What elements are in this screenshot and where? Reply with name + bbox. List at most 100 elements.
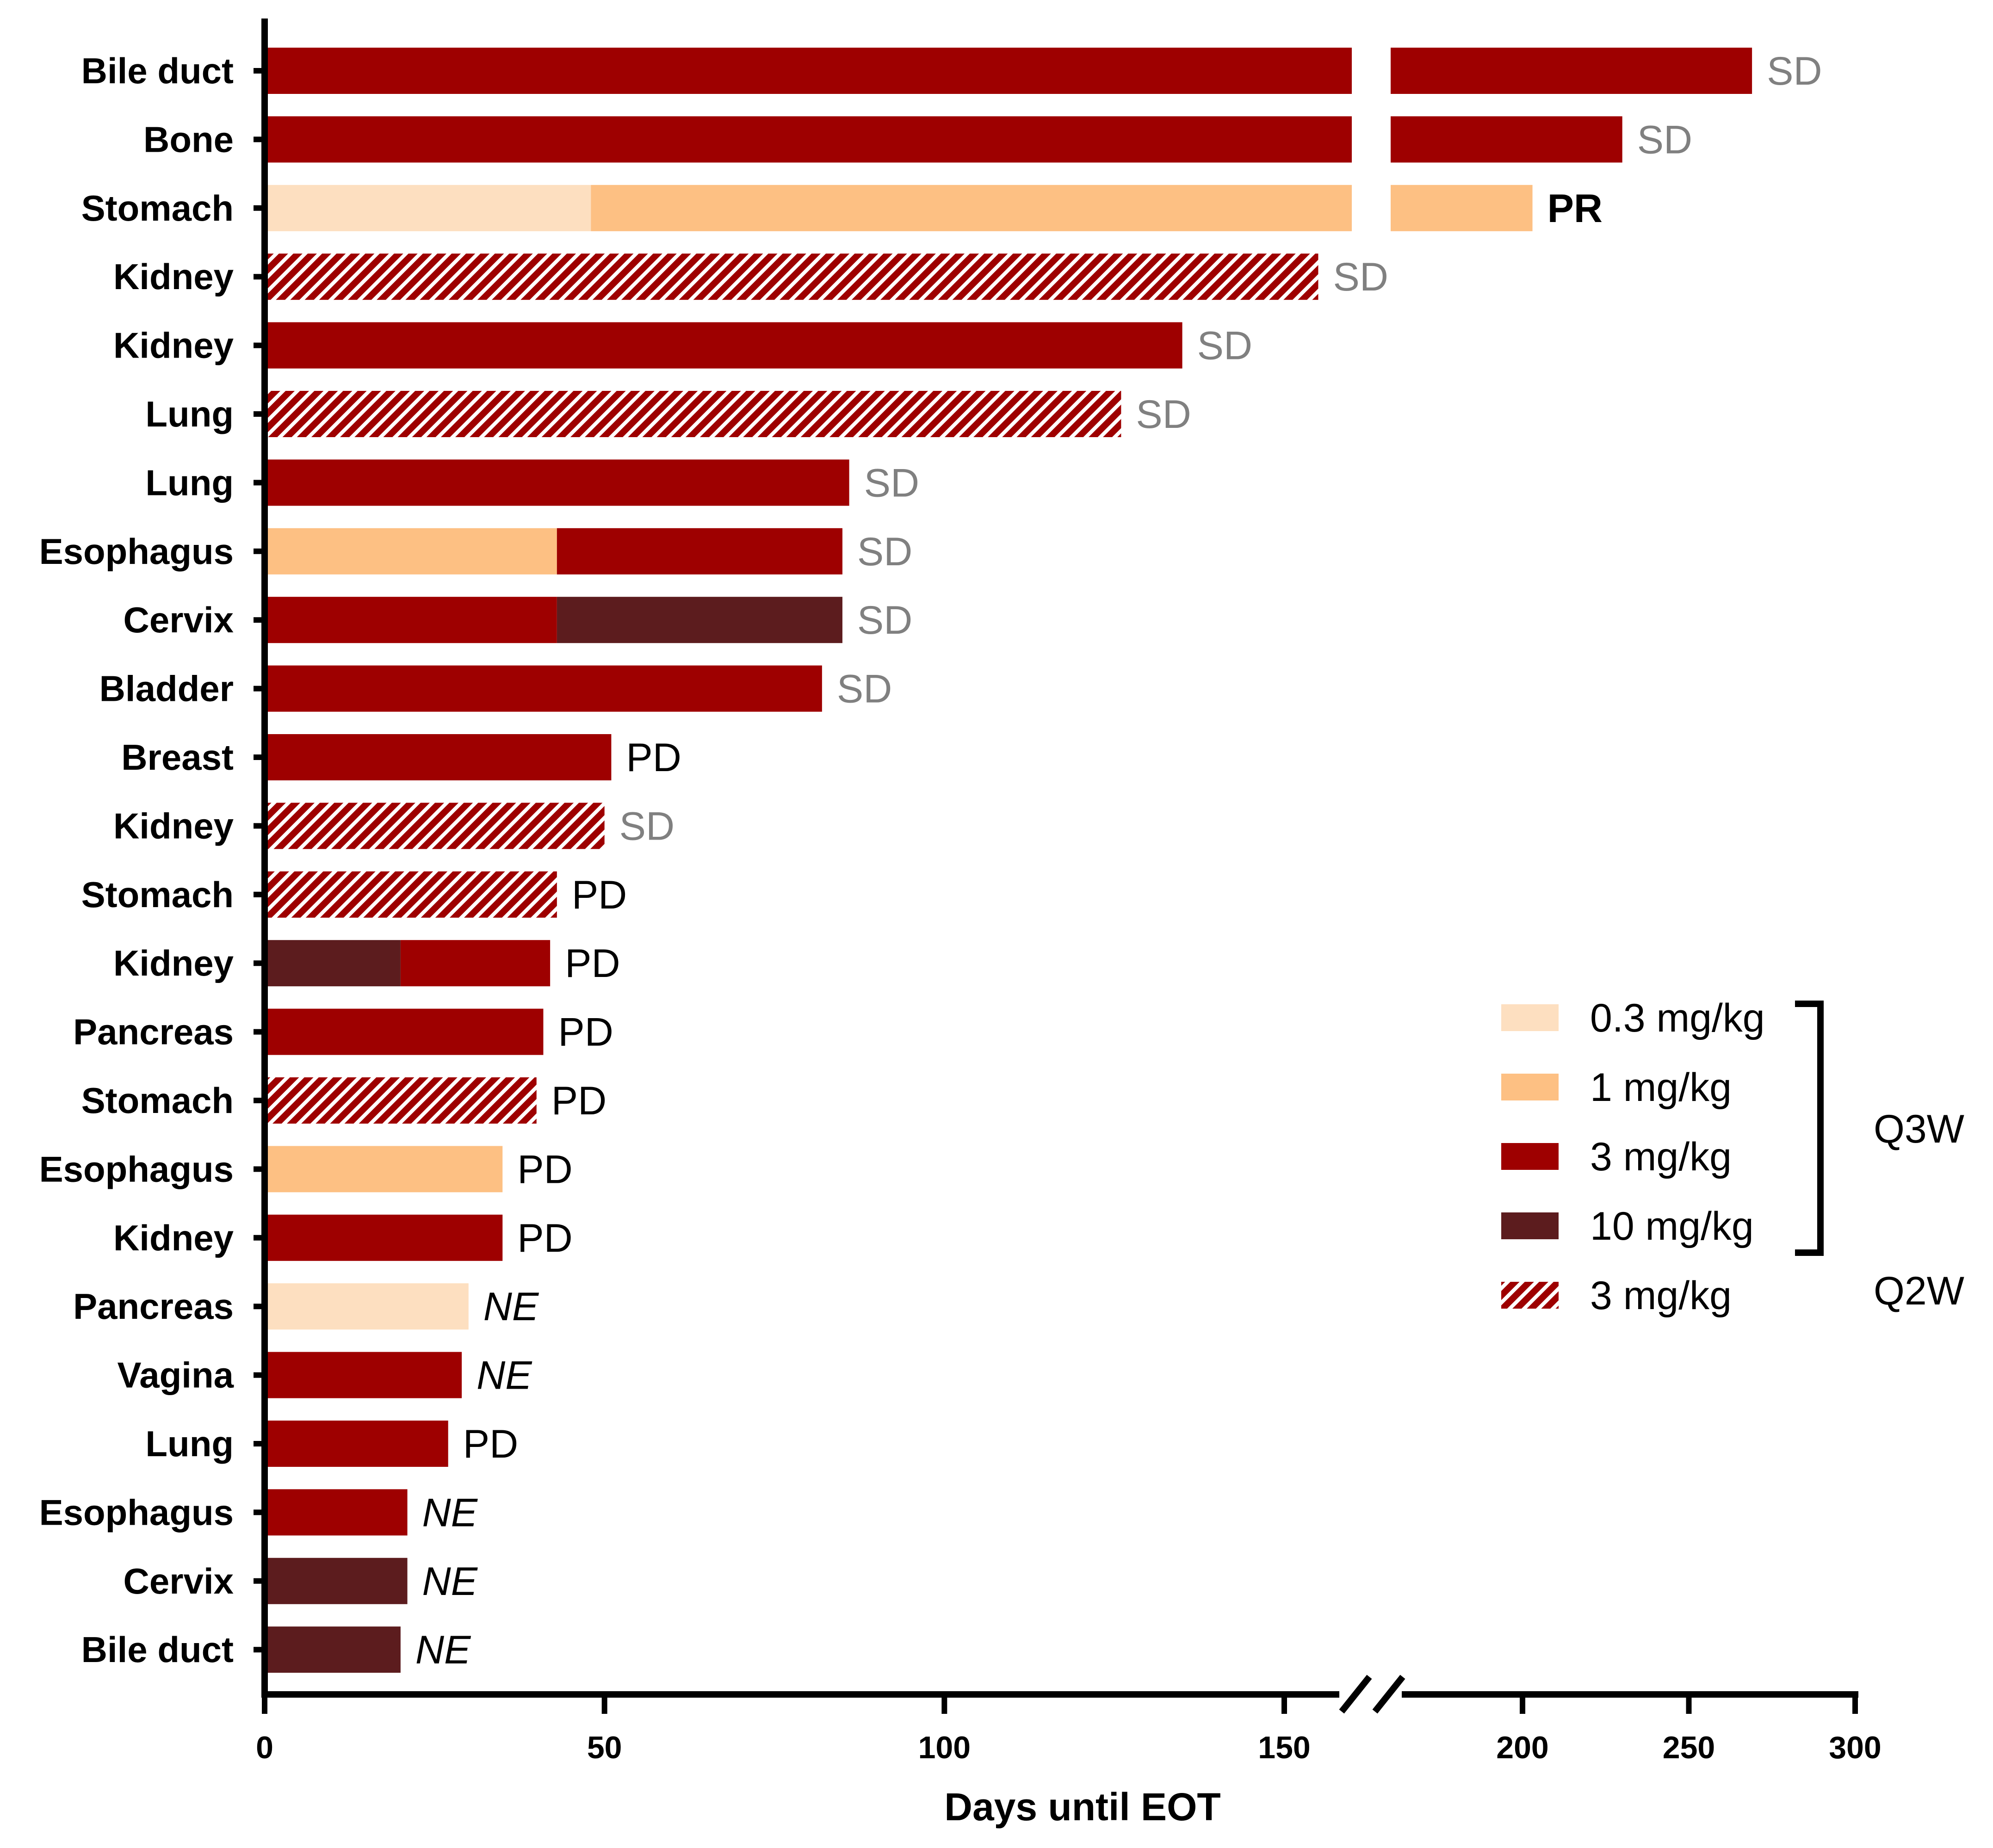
bar-segment — [557, 597, 842, 643]
response-label: PR — [1547, 186, 1603, 231]
response-label: SD — [619, 804, 675, 848]
bar-segment — [265, 1558, 408, 1604]
category-label: Lung — [145, 462, 234, 503]
response-label: PD — [572, 873, 627, 917]
legend-label: 3 mg/kg — [1590, 1273, 1732, 1318]
axis-break-mark — [1339, 1675, 1372, 1714]
legend-swatch — [1501, 1282, 1559, 1309]
bar-segment — [265, 1283, 469, 1330]
x-tick-label: 150 — [1258, 1730, 1310, 1765]
response-label: SD — [837, 667, 892, 711]
response-label: SD — [857, 598, 912, 643]
legend-label: 3 mg/kg — [1590, 1135, 1732, 1179]
bar-segment — [265, 528, 557, 575]
legend: 0.3 mg/kg 1 mg/kg 3 mg/kg 10 mg/kg 3 mg/kg Q3… — [1501, 996, 1964, 1318]
category-label: Bladder — [99, 668, 234, 709]
bar-segment — [591, 185, 1352, 231]
category-label: Pancreas — [73, 1012, 234, 1052]
bar-segment — [265, 1077, 537, 1124]
response-label: NE — [422, 1490, 478, 1535]
category-label: Kidney — [113, 1218, 234, 1258]
legend-group-label: Q2W — [1874, 1269, 1964, 1313]
response-label: PD — [565, 941, 620, 986]
category-label: Bone — [143, 119, 234, 160]
bar-segment — [1391, 116, 1622, 163]
bar-segment — [265, 1008, 544, 1055]
bar-segment — [265, 1214, 503, 1261]
x-tick-label: 250 — [1663, 1730, 1715, 1765]
category-label: Cervix — [124, 1561, 234, 1601]
legend-swatch — [1501, 1143, 1559, 1170]
category-label: Lung — [145, 1423, 234, 1464]
bars-layer: Bile duct SD Bone SD Stomach PR Kidney SD Kidney… — [39, 48, 1822, 1673]
category-label: Esophagus — [39, 531, 234, 572]
response-label: PD — [517, 1216, 572, 1261]
category-label: Kidney — [113, 256, 234, 297]
bar-segment — [265, 871, 557, 918]
bar-segment — [265, 48, 1352, 94]
axis-break-mark — [1372, 1675, 1405, 1714]
bar-segment — [265, 459, 849, 506]
x-tick-label: 100 — [918, 1730, 971, 1765]
axes-layer: 0 50 100 150 200 250 300 Days until EOT — [254, 19, 1882, 1829]
bar-segment — [265, 803, 605, 849]
response-label: PD — [551, 1079, 607, 1123]
bar-segment — [265, 734, 612, 780]
category-label: Bile duct — [81, 50, 234, 91]
response-label: NE — [422, 1559, 478, 1604]
bar-segment — [1391, 185, 1533, 231]
category-label: Esophagus — [39, 1492, 234, 1533]
bar-segment — [1391, 48, 1752, 94]
response-label: SD — [1333, 255, 1388, 299]
category-label: Bile duct — [81, 1629, 234, 1670]
response-label: SD — [1136, 392, 1191, 437]
response-label: NE — [483, 1285, 539, 1329]
x-axis-title: Days until EOT — [944, 1785, 1220, 1829]
category-label: Vagina — [118, 1355, 234, 1396]
legend-label: 0.3 mg/kg — [1590, 996, 1765, 1040]
response-label: PD — [626, 735, 681, 780]
x-tick-label: 50 — [587, 1730, 622, 1765]
bar-segment — [265, 1146, 503, 1193]
response-label: SD — [1767, 49, 1822, 93]
category-label: Stomach — [81, 874, 234, 915]
category-label: Breast — [121, 737, 234, 778]
bar-segment — [265, 391, 1121, 437]
bar-segment — [265, 253, 1318, 300]
response-label: SD — [1637, 117, 1692, 162]
bar-segment — [400, 940, 551, 987]
bar-segment — [265, 322, 1182, 369]
bar-segment — [265, 1489, 408, 1536]
category-label: Kidney — [113, 805, 234, 846]
response-label: PD — [463, 1422, 518, 1466]
response-label: NE — [477, 1354, 532, 1398]
response-label: SD — [857, 530, 912, 574]
category-label: Kidney — [113, 943, 234, 983]
legend-label: 1 mg/kg — [1590, 1065, 1732, 1110]
response-label: PD — [517, 1147, 572, 1192]
bar-segment — [265, 1352, 462, 1398]
legend-swatch — [1501, 1212, 1559, 1239]
response-label: SD — [864, 461, 919, 505]
category-label: Cervix — [124, 600, 234, 640]
category-label: Esophagus — [39, 1149, 234, 1189]
legend-bracket — [1795, 1001, 1824, 1256]
bar-segment — [265, 665, 822, 712]
legend-group-label: Q3W — [1874, 1107, 1964, 1151]
legend-swatch — [1501, 1074, 1559, 1100]
bar-segment — [557, 528, 842, 575]
category-label: Stomach — [81, 188, 234, 229]
legend-label: 10 mg/kg — [1590, 1204, 1754, 1248]
category-label: Kidney — [113, 325, 234, 366]
x-tick-label: 0 — [256, 1730, 273, 1765]
legend-swatch — [1501, 1004, 1559, 1031]
bar-segment — [265, 940, 401, 987]
category-label: Stomach — [81, 1080, 234, 1121]
category-label: Lung — [145, 394, 234, 434]
x-tick-label: 200 — [1496, 1730, 1548, 1765]
response-label: NE — [415, 1628, 471, 1672]
bar-segment — [265, 116, 1352, 163]
bar-segment — [265, 1421, 448, 1467]
category-label: Pancreas — [73, 1286, 234, 1327]
